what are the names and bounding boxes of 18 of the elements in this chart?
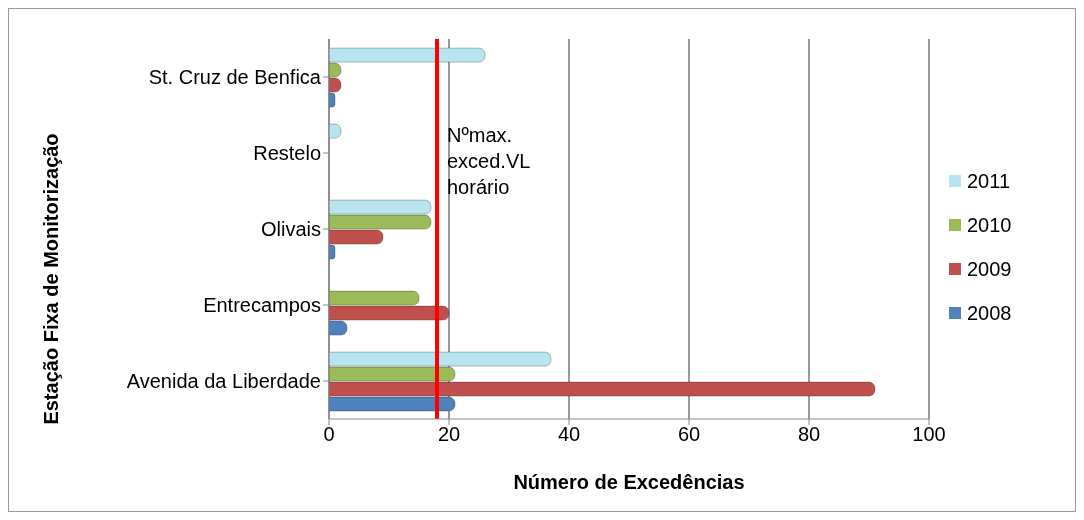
x-tick-label: 60 [677, 423, 701, 446]
x-tick-label: 100 [912, 423, 946, 446]
legend-label: 2008 [967, 301, 1012, 325]
x-tick-label: 0 [323, 423, 335, 446]
x-axis-title: Número de Excedências [513, 471, 745, 493]
legend-label: 2009 [967, 257, 1012, 281]
y-tick-label: Restelo [253, 142, 321, 165]
legend-label: 2010 [967, 213, 1012, 237]
y-tick-label: Olivais [260, 218, 321, 241]
y-tick-label: Entrecampos [203, 294, 321, 317]
x-tick-label: 40 [557, 423, 581, 446]
y-axis-title: Estação Fixa de Monitorização [39, 133, 63, 425]
legend-label: 2011 [967, 169, 1011, 193]
y-tick-label: Avenida da Liberdade [126, 370, 321, 393]
x-tick-label: 20 [437, 423, 461, 446]
x-tick-label: 80 [797, 423, 821, 446]
y-tick-label: St. Cruz de Benfica [148, 66, 322, 89]
ref-line-label: Nºmax. exced.VL horário [447, 123, 531, 198]
